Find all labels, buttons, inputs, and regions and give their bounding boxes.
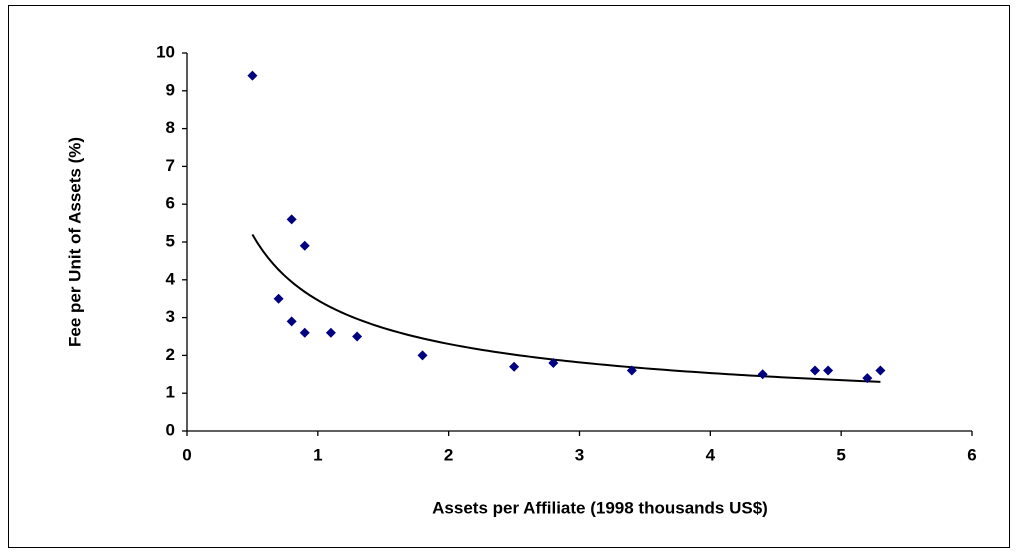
y-tick-label: 9 xyxy=(166,80,175,99)
y-tick-label: 1 xyxy=(166,383,175,402)
trendline xyxy=(251,234,881,383)
point xyxy=(286,316,297,327)
y-tick-label: 4 xyxy=(166,269,176,288)
y-tick-label: 8 xyxy=(166,118,175,137)
point xyxy=(862,373,873,384)
point xyxy=(875,365,886,376)
x-axis-label: Assets per Affiliate (1998 thousands US$… xyxy=(432,498,768,517)
point xyxy=(417,350,428,361)
chart-frame xyxy=(8,5,1010,548)
x-tick-label: 5 xyxy=(836,445,845,464)
point xyxy=(823,365,834,376)
x-tick-label: 0 xyxy=(182,445,191,464)
point xyxy=(352,331,363,342)
point xyxy=(299,327,310,338)
y-tick-label: 6 xyxy=(166,194,175,213)
point xyxy=(548,357,559,368)
point xyxy=(626,365,637,376)
x-tick-label: 2 xyxy=(444,445,453,464)
x-tick-label: 4 xyxy=(706,445,716,464)
y-tick-label: 5 xyxy=(166,231,175,250)
point xyxy=(810,365,820,376)
point xyxy=(509,361,520,372)
y-tick-label: 3 xyxy=(166,307,175,326)
x-tick-label: 6 xyxy=(967,445,976,464)
y-axis-label: Fee per Unit of Assets (%) xyxy=(65,137,84,347)
x-tick-label: 3 xyxy=(575,445,584,464)
y-tick-label: 7 xyxy=(166,156,175,175)
y-tick-label: 0 xyxy=(166,420,175,439)
point xyxy=(299,240,310,251)
point xyxy=(247,70,258,81)
point xyxy=(286,214,297,225)
point xyxy=(757,369,768,380)
x-tick-label: 1 xyxy=(313,445,322,464)
point xyxy=(273,293,284,304)
y-tick-label: 10 xyxy=(156,42,175,61)
y-tick-label: 2 xyxy=(166,345,175,364)
point xyxy=(325,327,336,338)
